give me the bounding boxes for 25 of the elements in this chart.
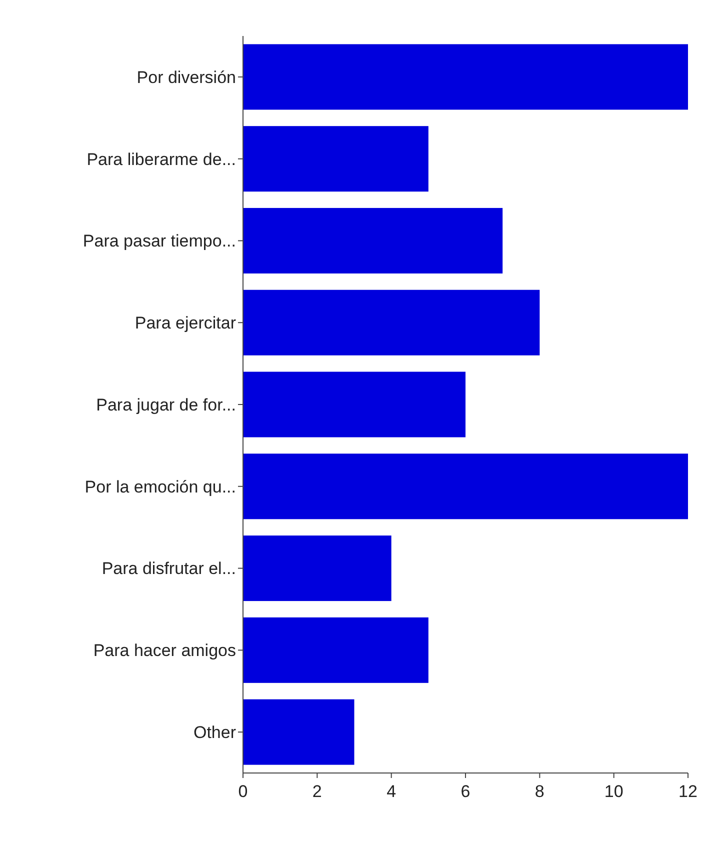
x-tick-label: 12 [678,782,698,801]
x-tick-label: 4 [386,782,396,801]
y-tick-label: Por la emoción qu... [84,477,236,496]
x-tick-label: 8 [534,782,544,801]
bar [243,454,688,520]
x-tick-label: 10 [604,782,624,801]
y-tick-label: Other [193,723,236,742]
y-tick-label: Para ejercitar [134,314,236,333]
x-tick-label: 0 [238,782,248,801]
y-tick-label: Para pasar tiempo... [82,232,236,251]
y-tick-label: Para disfrutar el... [102,559,236,578]
x-tick-label: 6 [460,782,470,801]
bar [243,208,503,274]
bar [243,617,428,683]
bar [243,372,466,438]
bar [243,536,392,602]
bar [243,290,540,356]
y-tick-label: Por diversión [136,68,236,87]
y-tick-label: Para jugar de for... [96,395,236,414]
bar [243,126,428,192]
bar [243,44,688,110]
bar [243,699,354,765]
x-tick-label: 2 [312,782,322,801]
y-tick-label: Para hacer amigos [93,641,236,660]
y-tick-label: Para liberarme de... [86,150,236,169]
